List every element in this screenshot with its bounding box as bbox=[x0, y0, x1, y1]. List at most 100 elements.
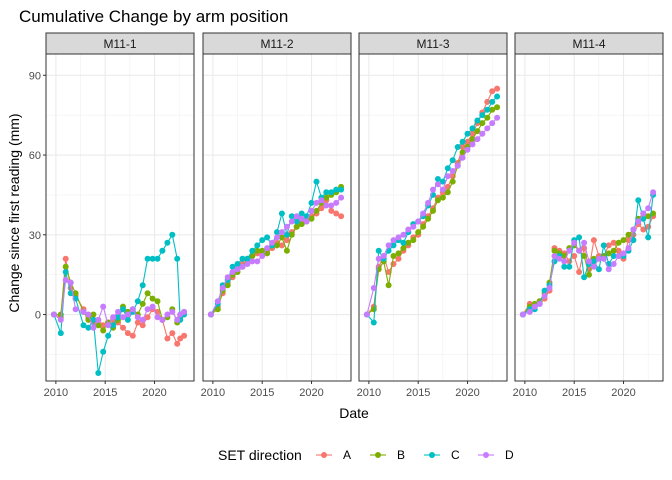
data-point-D bbox=[181, 308, 188, 315]
data-point-C bbox=[635, 197, 642, 204]
data-point-B bbox=[420, 223, 427, 230]
data-point-D bbox=[264, 245, 271, 252]
data-point-B bbox=[259, 247, 266, 254]
data-point-A bbox=[278, 242, 285, 249]
data-point-C bbox=[576, 234, 583, 241]
data-point-D bbox=[259, 253, 266, 259]
data-point-B bbox=[469, 136, 476, 143]
data-point-A bbox=[395, 255, 402, 262]
data-point-D bbox=[630, 226, 637, 233]
data-point-A bbox=[120, 324, 126, 331]
data-point-C bbox=[454, 144, 461, 150]
data-point-B bbox=[390, 253, 397, 259]
data-point-D bbox=[571, 239, 578, 246]
data-point-C bbox=[80, 322, 87, 329]
data-point-C bbox=[249, 247, 256, 254]
data-point-B bbox=[224, 282, 231, 289]
x-tick-label: 2010 bbox=[357, 387, 381, 399]
data-point-C bbox=[370, 319, 377, 326]
data-point-D bbox=[95, 316, 102, 323]
data-point-D bbox=[390, 237, 397, 244]
data-point-B bbox=[479, 120, 486, 127]
data-point-B bbox=[144, 290, 151, 297]
data-point-C bbox=[283, 231, 290, 238]
data-point-A bbox=[318, 205, 325, 212]
data-point-D bbox=[288, 218, 295, 225]
data-point-D bbox=[214, 298, 221, 305]
x-axis-ticks: 2010 2015 2020 2010 2015 2020 2010 2015 2020 2010… bbox=[44, 381, 636, 399]
data-point-C bbox=[164, 239, 171, 246]
data-point-D bbox=[556, 255, 563, 262]
data-point-A bbox=[62, 255, 69, 262]
data-point-B bbox=[645, 213, 652, 220]
data-point-B bbox=[415, 229, 422, 236]
data-point-D bbox=[323, 202, 330, 209]
data-point-A bbox=[333, 210, 340, 217]
data-point-D bbox=[410, 223, 417, 230]
data-point-C bbox=[469, 125, 476, 132]
chart-title: Cumulative Change by arm position bbox=[19, 7, 288, 26]
data-point-D bbox=[57, 316, 64, 323]
data-point-C bbox=[120, 306, 126, 313]
data-point-C bbox=[159, 247, 166, 254]
data-point-A bbox=[459, 144, 466, 150]
x-tick-label: 2015 bbox=[250, 387, 274, 399]
data-point-B bbox=[400, 245, 407, 252]
data-point-A bbox=[571, 253, 578, 259]
data-point-B bbox=[72, 290, 79, 297]
data-point-C bbox=[390, 242, 397, 249]
data-point-D bbox=[313, 199, 320, 206]
data-point-D bbox=[120, 314, 126, 321]
data-point-B bbox=[484, 114, 491, 121]
data-point-D bbox=[110, 314, 117, 321]
data-point-D bbox=[595, 255, 602, 262]
data-point-A bbox=[489, 88, 496, 95]
data-point-D bbox=[207, 311, 214, 318]
data-point-D bbox=[605, 266, 612, 273]
data-point-D bbox=[610, 261, 617, 267]
data-point-C bbox=[449, 157, 456, 164]
data-point-C bbox=[494, 93, 501, 100]
data-point-B bbox=[264, 250, 271, 257]
data-point-B bbox=[395, 250, 402, 257]
data-point-A bbox=[164, 335, 171, 342]
data-point-D bbox=[249, 258, 256, 265]
data-point-C bbox=[288, 213, 295, 220]
data-point-C bbox=[124, 316, 131, 323]
facet-panel-M11-1: M11-1 bbox=[45, 32, 195, 382]
facet-strip-label: M11-2 bbox=[260, 37, 293, 51]
data-point-D bbox=[124, 311, 131, 318]
data-point-A bbox=[124, 330, 131, 337]
data-point-A bbox=[605, 242, 612, 249]
data-point-D bbox=[164, 311, 171, 318]
data-point-B bbox=[249, 253, 256, 259]
data-point-A bbox=[100, 322, 107, 329]
data-point-D bbox=[100, 303, 107, 310]
facet-panel-M11-2: M11-2 bbox=[202, 32, 352, 382]
data-point-C bbox=[375, 247, 382, 254]
data-point-C bbox=[323, 189, 330, 196]
data-point-B bbox=[90, 311, 97, 318]
data-point-C bbox=[239, 255, 246, 262]
data-point-A bbox=[640, 226, 647, 233]
data-point-C bbox=[595, 266, 602, 273]
data-point-C bbox=[464, 130, 471, 137]
data-point-B bbox=[625, 231, 632, 238]
data-point-D bbox=[224, 274, 231, 281]
data-point-D bbox=[449, 168, 456, 174]
data-point-D bbox=[298, 215, 305, 222]
data-point-C bbox=[298, 210, 305, 217]
data-point-C bbox=[610, 253, 617, 259]
data-point-D bbox=[370, 285, 377, 291]
data-point-C bbox=[259, 237, 266, 244]
data-point-C bbox=[110, 322, 117, 329]
data-point-B bbox=[581, 253, 588, 259]
data-point-A bbox=[181, 332, 188, 339]
data-point-C bbox=[169, 231, 176, 238]
data-point-C bbox=[264, 234, 271, 241]
data-point-A bbox=[615, 247, 622, 254]
data-point-D bbox=[536, 300, 543, 307]
data-point-D bbox=[134, 314, 141, 321]
data-point-B bbox=[62, 263, 69, 270]
data-point-D bbox=[308, 207, 315, 214]
